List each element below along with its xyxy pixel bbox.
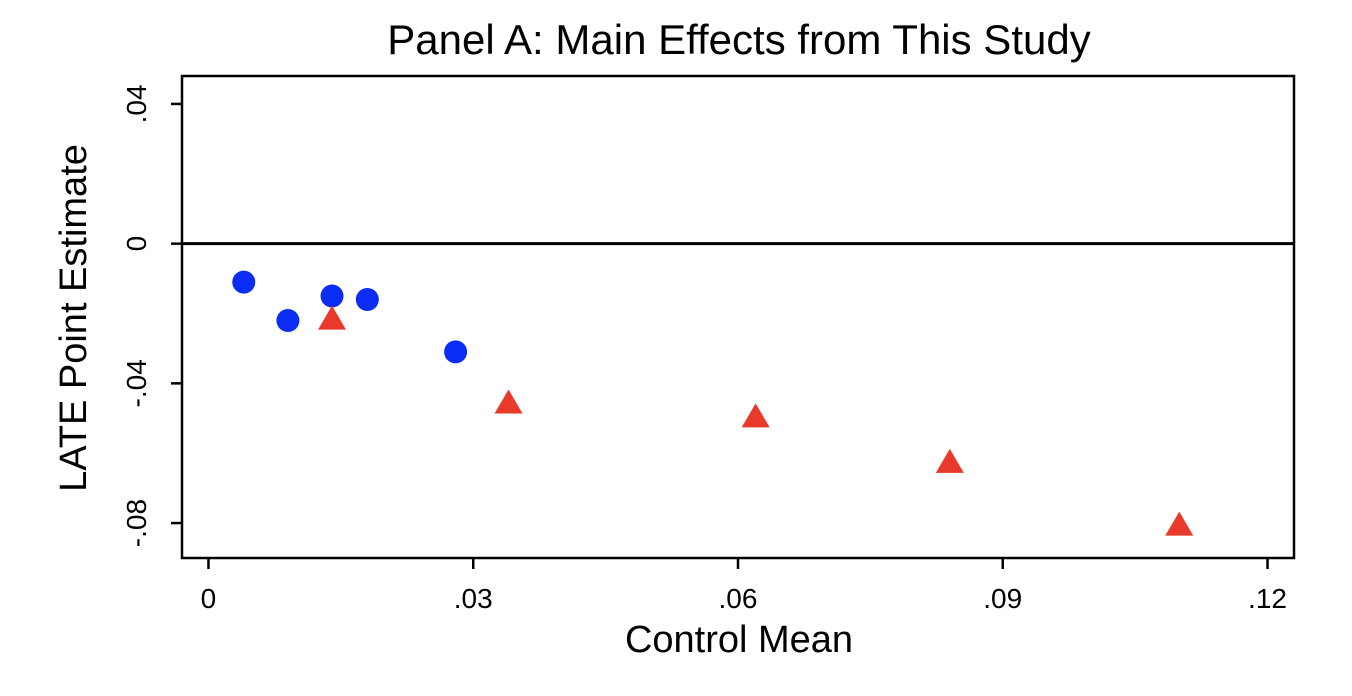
plot-frame bbox=[180, 74, 1296, 560]
y-tick-label: 0 bbox=[121, 236, 152, 252]
triangle-point bbox=[1165, 511, 1194, 536]
x-tick-label: .06 bbox=[719, 583, 758, 614]
x-tick-label: 0 bbox=[201, 583, 217, 614]
circle-point bbox=[444, 340, 468, 364]
triangle-point bbox=[741, 403, 770, 428]
x-tick-label: .12 bbox=[1248, 583, 1287, 614]
y-tick-label: .04 bbox=[121, 84, 152, 123]
triangle-point bbox=[318, 305, 347, 330]
circle-point bbox=[355, 288, 379, 312]
triangle-point bbox=[494, 389, 523, 414]
circle-point bbox=[276, 308, 300, 332]
y-tick-label: -.08 bbox=[121, 499, 152, 547]
y-tick-label: -.04 bbox=[121, 359, 152, 407]
circle-point bbox=[232, 270, 256, 294]
x-tick-label: .09 bbox=[983, 583, 1022, 614]
y-axis-title: LATE Point Estimate bbox=[53, 144, 95, 492]
x-tick-label: .03 bbox=[454, 583, 493, 614]
chart-title: Panel A: Main Effects from This Study bbox=[387, 16, 1090, 63]
circle-point bbox=[320, 284, 344, 308]
plot-area: 0 .03 .06 .09 .12 .04 0 -.04 -.08 bbox=[121, 74, 1296, 614]
x-axis-title: Control Mean bbox=[625, 619, 853, 661]
triangle-point bbox=[935, 448, 964, 473]
